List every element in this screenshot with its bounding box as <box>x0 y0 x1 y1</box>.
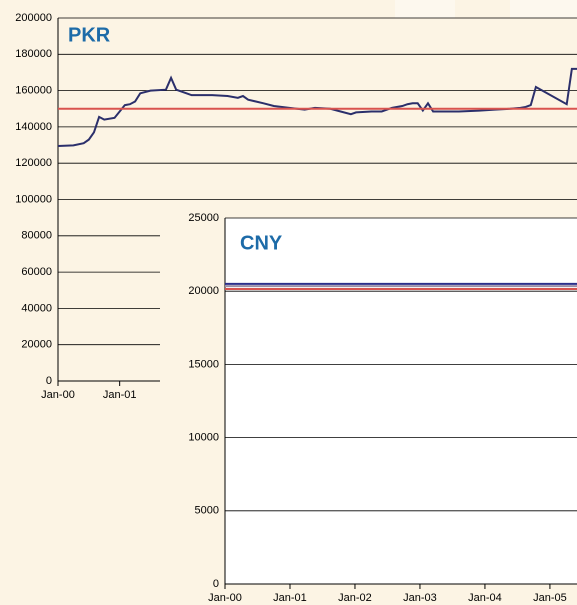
y-tick-label: 25000 <box>188 212 219 224</box>
y-tick-label: 120000 <box>15 157 52 169</box>
chart-title: CNY <box>240 232 283 254</box>
decor <box>395 0 455 18</box>
y-tick-label: 20000 <box>188 285 219 297</box>
y-tick-label: 5000 <box>195 505 219 517</box>
y-tick-label: 200000 <box>15 12 52 24</box>
y-tick-label: 10000 <box>188 432 219 444</box>
y-tick-label: 40000 <box>21 302 52 314</box>
y-tick-label: 140000 <box>15 121 52 133</box>
x-tick-label: Jan-00 <box>41 389 75 401</box>
x-tick-label: Jan-03 <box>403 592 437 604</box>
y-tick-label: 60000 <box>21 266 52 278</box>
x-tick-label: Jan-01 <box>273 592 307 604</box>
y-tick-label: 180000 <box>15 48 52 60</box>
y-tick-label: 100000 <box>15 193 52 205</box>
x-tick-label: Jan-00 <box>208 592 242 604</box>
decor <box>510 0 577 18</box>
y-tick-label: 15000 <box>188 358 219 370</box>
plot-area <box>225 218 577 584</box>
chart-title: PKR <box>68 24 111 46</box>
y-tick-label: 160000 <box>15 85 52 97</box>
x-tick-label: Jan-01 <box>103 389 137 401</box>
y-tick-label: 0 <box>213 578 219 590</box>
y-tick-label: 80000 <box>21 230 52 242</box>
x-tick-label: Jan-02 <box>338 592 372 604</box>
y-tick-label: 0 <box>46 375 52 387</box>
x-tick-label: Jan-05 <box>533 592 567 604</box>
y-tick-label: 20000 <box>21 339 52 351</box>
x-tick-label: Jan-04 <box>468 592 502 604</box>
